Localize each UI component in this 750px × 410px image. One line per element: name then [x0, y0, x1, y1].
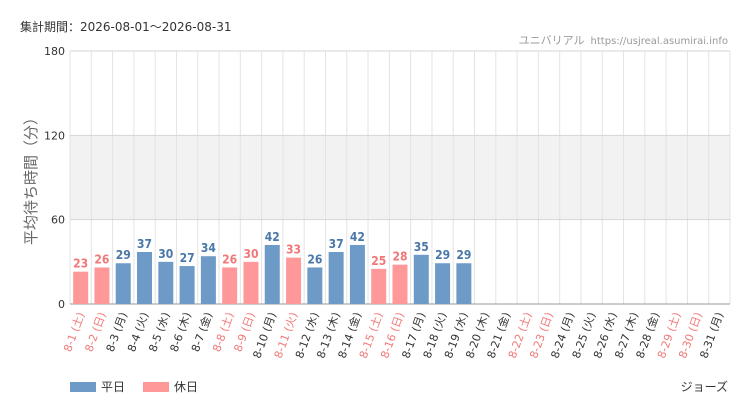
legend-holiday[interactable]: 休日 — [143, 378, 198, 395]
y-tick-label: 60 — [51, 214, 65, 227]
attraction-name: ジョーズ — [680, 380, 728, 394]
data-label: 23 — [73, 257, 88, 271]
legend-weekday[interactable]: 平日 — [70, 378, 125, 395]
bar — [371, 268, 387, 304]
data-label: 37 — [137, 237, 152, 251]
data-label: 42 — [265, 230, 280, 244]
data-label: 28 — [392, 250, 407, 264]
site-url[interactable]: https://usjreal.asumirai.info — [590, 36, 728, 47]
data-label: 35 — [414, 240, 429, 254]
bar — [435, 263, 451, 304]
bar — [286, 257, 302, 304]
period-label: 集計期間：2026-08-01～2026-08-31 — [20, 20, 232, 34]
shaded-band — [70, 135, 730, 220]
data-label: 26 — [94, 252, 109, 266]
bar — [456, 263, 472, 304]
legend-weekday-label: 平日 — [101, 380, 126, 394]
y-axis-label: 平均待ち時間（分） — [22, 110, 40, 245]
weekday-swatch — [70, 381, 96, 392]
bar — [307, 267, 323, 304]
legend: 平日 休日 — [70, 378, 198, 395]
y-tick-label: 0 — [58, 298, 65, 311]
bar — [179, 266, 195, 304]
park-name: ユニバリアル — [518, 34, 585, 47]
bar — [115, 263, 131, 304]
data-label: 30 — [158, 247, 173, 261]
data-label: 29 — [435, 248, 450, 262]
data-label: 26 — [307, 252, 322, 266]
y-tick-label: 120 — [44, 129, 65, 142]
data-label: 42 — [350, 230, 365, 244]
data-label: 30 — [243, 247, 258, 261]
data-label: 26 — [222, 252, 237, 266]
bar — [349, 244, 365, 304]
bar — [94, 267, 110, 304]
bar — [243, 261, 259, 304]
data-label: 27 — [180, 251, 195, 265]
bar — [222, 267, 238, 304]
holiday-swatch — [143, 381, 170, 392]
bar — [392, 264, 408, 304]
bar — [137, 251, 153, 304]
y-tick-label: 180 — [44, 45, 65, 58]
bar — [73, 271, 89, 304]
data-label: 29 — [456, 248, 471, 262]
site-credit: ユニバリアル https://usjreal.asumirai.info — [519, 32, 728, 48]
data-label: 29 — [116, 248, 131, 262]
legend-holiday-label: 休日 — [174, 380, 199, 394]
bar — [328, 251, 344, 304]
bar — [200, 256, 216, 304]
bar — [158, 261, 174, 304]
bar — [264, 244, 280, 304]
data-label: 33 — [286, 243, 301, 257]
data-label: 37 — [329, 237, 344, 251]
data-label: 34 — [201, 241, 217, 255]
bar — [413, 254, 429, 304]
data-label: 25 — [371, 254, 386, 268]
